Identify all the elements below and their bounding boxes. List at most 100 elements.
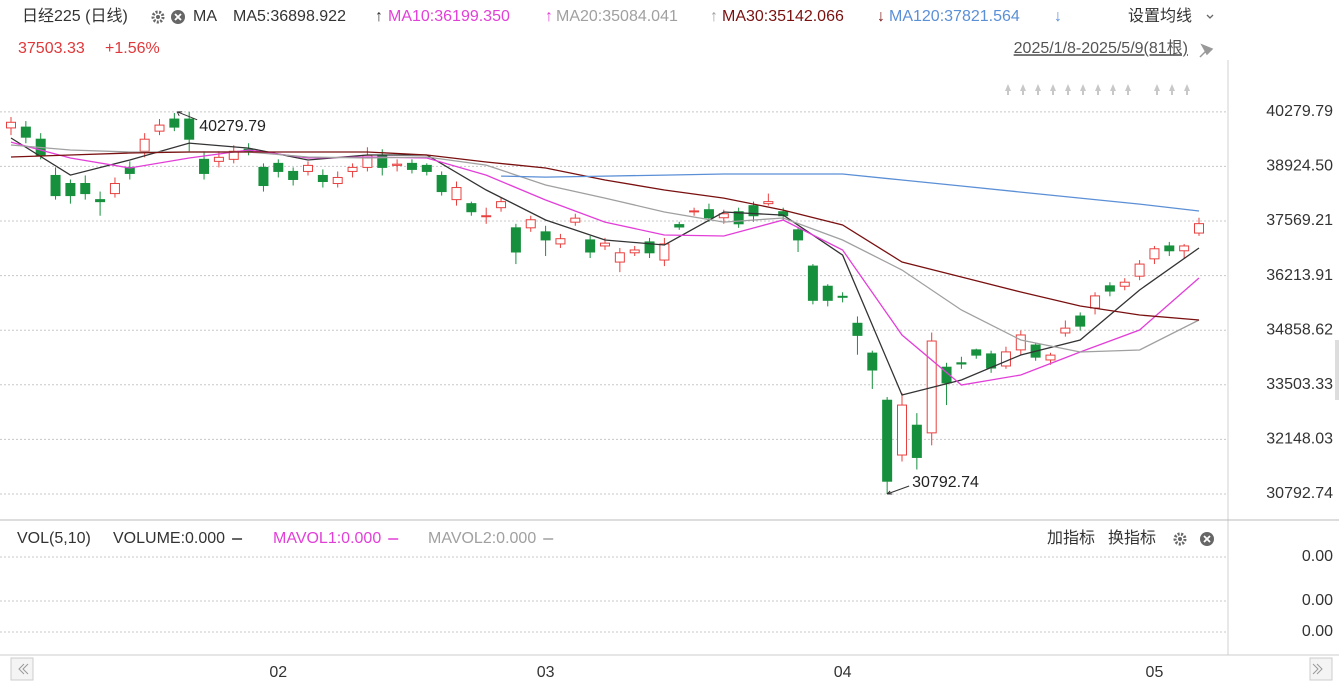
event-icon (1154, 84, 1160, 95)
legend-trend: ↑ (375, 8, 383, 25)
candle-body (496, 201, 507, 209)
chart-title: 日经225 (日线) (22, 7, 128, 25)
max-pointer (176, 111, 198, 121)
candle-body (585, 239, 596, 253)
close-icon[interactable] (171, 10, 185, 24)
candle-body (1000, 351, 1011, 367)
legend-label: MA20:35084.041 (556, 8, 678, 25)
candle-body (897, 404, 907, 456)
candle-body (1134, 263, 1145, 277)
ma-line (10, 141, 1200, 386)
max-label: 40279.79 (199, 118, 266, 135)
scroll-left[interactable] (10, 657, 34, 681)
candle-body (154, 124, 165, 132)
candle-body (703, 209, 714, 219)
y-tick-label: 38924.50 (1266, 158, 1333, 175)
y-tick-label: 33503.33 (1266, 376, 1333, 393)
event-icon (1080, 84, 1086, 95)
candle-body (733, 211, 744, 225)
volume-label: MAVOL1:0.000 (273, 530, 381, 547)
candle-body (1119, 281, 1130, 287)
candle-body (228, 150, 239, 160)
volume-settings-icon[interactable] (1173, 532, 1187, 546)
candle-body (6, 121, 16, 129)
candle-body (540, 231, 551, 241)
ma-line (501, 173, 1200, 212)
settings-icon[interactable] (151, 10, 165, 24)
x-tick-label: 03 (537, 664, 555, 681)
candle-body (392, 163, 403, 166)
candle-body (20, 126, 31, 138)
candle-body (436, 174, 447, 193)
event-icon (1184, 84, 1190, 95)
candle-body (303, 164, 313, 172)
candle-body (629, 249, 640, 254)
candle-body (748, 205, 759, 217)
candle-body (882, 399, 893, 482)
legend-label: MA5:36898.922 (233, 8, 346, 25)
candle-body (525, 219, 536, 229)
min-pointer (886, 485, 910, 495)
switch-indicator[interactable]: 换指标 (1108, 529, 1156, 547)
y-tick-label: 32148.03 (1266, 431, 1333, 448)
legend-trend: ↑ (545, 8, 553, 25)
candle-body (481, 215, 492, 218)
candle-body (1060, 327, 1071, 334)
event-icon (1035, 84, 1041, 95)
dropdown-chevron[interactable] (1206, 14, 1214, 19)
last-price: 37503.33 (18, 40, 85, 57)
candle-body (674, 224, 685, 228)
candle-body (822, 285, 833, 301)
candle-body (109, 183, 120, 195)
candle-body (793, 229, 804, 241)
candle-body (510, 227, 521, 253)
candle-body (451, 187, 462, 201)
candle-body (95, 199, 106, 203)
ma-line (10, 151, 1200, 321)
add-indicator[interactable]: 加指标 (1047, 529, 1095, 547)
y-tick-label: 37569.21 (1266, 212, 1333, 229)
ma-line (10, 137, 1200, 396)
candle-body (80, 183, 91, 195)
date-range[interactable]: 2025/1/8-2025/5/9(81根) (1014, 39, 1188, 57)
event-icon (1020, 84, 1026, 95)
side-handle[interactable] (1335, 340, 1339, 400)
candle-body (867, 352, 878, 371)
candle-body (406, 162, 417, 170)
candle-body (807, 265, 818, 301)
candle-body (169, 118, 180, 128)
candle-body (659, 243, 670, 261)
candle-body (421, 164, 432, 172)
ma-settings[interactable]: 设置均线 (1128, 7, 1192, 25)
candle-body (1015, 334, 1026, 351)
event-icons (1005, 84, 1190, 95)
candle-body (184, 118, 195, 140)
scroll-right[interactable] (1309, 657, 1333, 681)
min-label: 30792.74 (912, 474, 979, 491)
candle-body (288, 170, 299, 180)
candle-body (213, 156, 224, 162)
candle-body (1090, 295, 1101, 309)
candle-body (689, 210, 700, 213)
legend-trend: ↑ (710, 8, 718, 25)
event-icon (1125, 84, 1131, 95)
x-tick-label: 02 (269, 664, 287, 681)
volume-close-icon[interactable] (1200, 532, 1214, 546)
y-tick-label: 40279.79 (1266, 103, 1333, 120)
candle-body (837, 295, 848, 298)
candle-body (466, 203, 477, 213)
candle-body (332, 176, 343, 185)
candle-body (1179, 245, 1190, 252)
candle-body (911, 424, 922, 458)
event-icon (1065, 84, 1071, 95)
candle-body (50, 174, 61, 197)
candle-body (1075, 315, 1086, 327)
candle-body (644, 241, 655, 254)
candle-body (718, 213, 729, 219)
event-icon (1095, 84, 1101, 95)
y-tick-label: 30792.74 (1266, 485, 1333, 502)
pin-icon[interactable] (1199, 43, 1214, 58)
y-tick-label: 34858.62 (1266, 321, 1333, 338)
